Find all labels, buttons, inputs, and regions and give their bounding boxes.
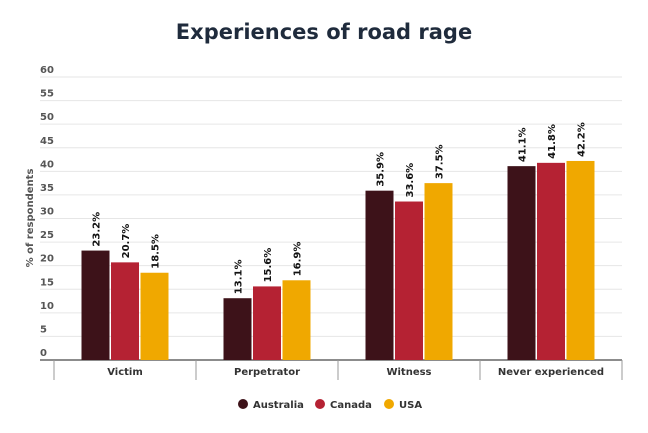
- y-tick-label: 45: [40, 136, 54, 147]
- bar-canada: [395, 201, 423, 360]
- y-tick-label: 55: [40, 89, 54, 100]
- bar-australia: [507, 166, 536, 360]
- y-tick-label: 60: [40, 65, 54, 76]
- y-tick-label: 30: [40, 207, 54, 218]
- data-label: 18.5%: [151, 234, 162, 269]
- data-label: 13.1%: [234, 260, 245, 295]
- data-label: 42.2%: [577, 122, 588, 157]
- bar-usa: [140, 272, 169, 360]
- chart-title: Experiences of road rage: [175, 20, 473, 44]
- bar-canada: [253, 286, 281, 360]
- y-tick-label: 20: [40, 254, 54, 265]
- bar-canada: [111, 262, 139, 360]
- y-axis-label: % of respondents: [25, 169, 36, 268]
- y-tick-label: 50: [40, 112, 54, 123]
- bar-usa: [424, 183, 453, 360]
- y-tick-label: 10: [40, 301, 54, 312]
- legend-label: Canada: [330, 400, 372, 411]
- bar-australia: [365, 190, 394, 360]
- data-label: 16.9%: [293, 242, 304, 277]
- y-tick-label: 40: [40, 159, 54, 170]
- data-label: 37.5%: [435, 144, 446, 179]
- data-label: 15.6%: [263, 248, 274, 283]
- y-tick-label: 35: [40, 183, 54, 194]
- data-label: 23.2%: [92, 212, 103, 247]
- bar-usa: [282, 280, 311, 360]
- legend-marker-australia: [238, 399, 248, 409]
- bar-usa: [566, 160, 595, 360]
- data-label: 41.1%: [518, 127, 529, 162]
- y-tick-label: 15: [40, 277, 54, 288]
- x-tick-label: Witness: [386, 367, 431, 378]
- legend-label: USA: [399, 400, 422, 411]
- bar-australia: [81, 250, 110, 360]
- x-tick-label: Never experienced: [498, 367, 604, 378]
- legend-marker-usa: [384, 399, 394, 409]
- legend-label: Australia: [253, 400, 304, 411]
- legend-marker-canada: [315, 399, 325, 409]
- data-label: 35.9%: [376, 152, 387, 187]
- data-label: 33.6%: [405, 163, 416, 198]
- x-tick-label: Perpetrator: [234, 367, 300, 378]
- y-tick-label: 0: [40, 348, 47, 359]
- y-tick-label: 25: [40, 230, 54, 241]
- bar-australia: [223, 298, 252, 360]
- data-label: 20.7%: [121, 224, 132, 259]
- x-tick-label: Victim: [107, 367, 143, 378]
- data-label: 41.8%: [547, 124, 558, 159]
- bar-canada: [537, 162, 565, 360]
- y-tick-label: 5: [40, 324, 47, 335]
